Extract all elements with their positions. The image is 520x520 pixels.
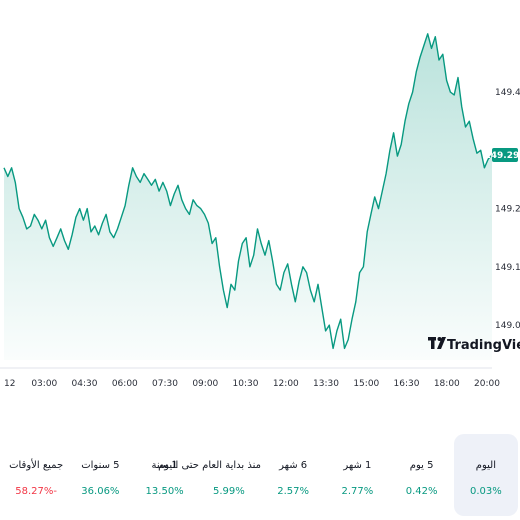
x-tick-label: 20:00 <box>474 379 500 389</box>
x-tick-label: 09:00 <box>192 379 218 389</box>
period-label: 1 سنة <box>151 460 178 471</box>
period-change-value: 13.50% <box>145 486 184 497</box>
x-tick-label: 03:00 <box>31 379 57 389</box>
x-tick-label: 13:30 <box>313 379 339 389</box>
x-tick-label: 16:30 <box>394 379 420 389</box>
x-tick-label: 12:00 <box>273 379 299 389</box>
price-chart[interactable]: 12 03:00 04:30 06:00 07:30 09:00 10:30 12:00 13:… <box>0 0 520 400</box>
price-area <box>4 33 492 361</box>
period-label: اليوم <box>475 460 496 471</box>
x-tick-label: 07:30 <box>152 379 178 389</box>
period-change-value: 58.27%- <box>15 486 57 497</box>
period-label: منذ بداية العام حتى اليوم <box>158 460 261 471</box>
period-label: 5 سنوات <box>81 460 120 471</box>
x-axis: 12 03:00 04:30 06:00 07:30 09:00 10:30 12:00 13:… <box>4 379 500 389</box>
period-change-value: 2.77% <box>341 486 374 497</box>
x-tick-label: 06:00 <box>112 379 138 389</box>
period-label: 1 شهر <box>343 460 372 471</box>
period-label: جميع الأوقات <box>9 460 64 471</box>
period-tab[interactable]: 1 سنة 13.50% <box>133 434 197 516</box>
period-change-value: 2.57% <box>277 486 310 497</box>
price-line <box>3 33 493 350</box>
period-tab[interactable]: 5 سنوات 36.06% <box>68 434 132 516</box>
last-price-tag: 149.292 <box>485 148 520 162</box>
y-tick-label: 149.200 <box>495 205 520 215</box>
period-change-value: 36.06% <box>81 486 120 497</box>
x-tick-label: 15:00 <box>353 379 379 389</box>
period-label: 6 شهر <box>279 460 308 471</box>
price-series-line <box>3 33 493 350</box>
x-tick-label: 04:30 <box>72 379 98 389</box>
period-tab[interactable]: 5 يوم 0.42% <box>390 434 454 516</box>
tradingview-wordmark: TradingView <box>447 338 520 353</box>
period-tab[interactable]: 1 شهر 2.77% <box>325 434 389 516</box>
period-change-value: 0.03% <box>469 486 502 497</box>
period-tab[interactable]: اليوم 0.03% <box>453 434 518 516</box>
period-change-value: 0.42% <box>405 486 438 497</box>
y-tick-label: 149.000 <box>495 321 520 331</box>
x-tick-label: 12 <box>4 379 15 389</box>
last-price-label: 149.292 <box>485 151 520 161</box>
x-tick-label: 10:30 <box>233 379 259 389</box>
price-area-fill <box>4 33 492 361</box>
y-axis: 149.400 149.200 149.100 149.000 <box>495 88 520 331</box>
x-tick-label: 18:00 <box>434 379 460 389</box>
period-tab[interactable]: جميع الأوقات 58.27%- <box>4 434 68 516</box>
period-tab[interactable]: 6 شهر 2.57% <box>261 434 325 516</box>
period-label: 5 يوم <box>409 460 434 471</box>
period-change-value: 5.99% <box>212 486 245 497</box>
period-tab[interactable]: منذ بداية العام حتى اليوم 5.99% <box>158 434 261 516</box>
y-tick-label: 149.100 <box>495 263 520 273</box>
performance-periods: اليوم 0.03% 5 يوم 0.42% 1 شهر 2.77% 6 شهر 2.57%… <box>4 434 518 516</box>
tradingview-logo[interactable]: TradingView <box>428 337 520 353</box>
y-tick-label: 149.400 <box>495 88 520 98</box>
tradingview-icon <box>428 337 446 349</box>
